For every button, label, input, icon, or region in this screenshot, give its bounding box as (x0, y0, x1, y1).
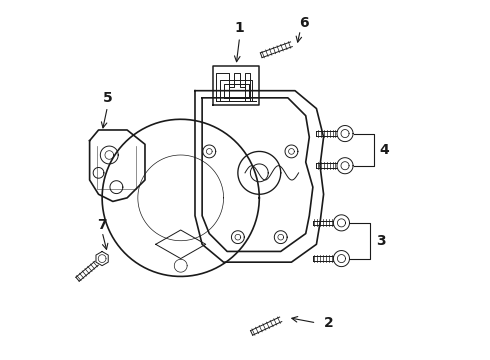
Text: 5: 5 (102, 91, 112, 105)
Text: 7: 7 (98, 218, 107, 231)
Text: 6: 6 (299, 16, 309, 30)
Text: 1: 1 (235, 21, 245, 35)
Text: 3: 3 (376, 234, 386, 248)
Text: 4: 4 (379, 143, 389, 157)
Text: 2: 2 (324, 316, 334, 330)
